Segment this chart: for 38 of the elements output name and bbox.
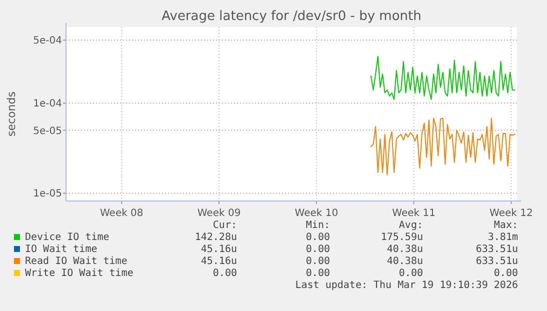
legend-label: Write IO Wait time (25, 268, 134, 279)
text: Cur: (212, 220, 237, 231)
text: Min: (306, 220, 330, 231)
text: 45.16u (200, 256, 237, 267)
x-tick-label: Week 10 (294, 208, 338, 219)
text: 142.28u (194, 232, 237, 243)
y-tick-label: 5e-05 (33, 126, 62, 137)
line-series (370, 118, 516, 176)
x-tick-label: Week 08 (100, 208, 144, 219)
text: 0.00 (494, 268, 518, 279)
legend-label: Device IO time (25, 232, 110, 243)
text: 40.38u (386, 244, 423, 255)
text: 0.00 (306, 244, 330, 255)
y-tick-label: 1e-05 (33, 188, 62, 200)
text: 3.81m (488, 232, 518, 243)
text: Max: (494, 220, 518, 231)
y-axis-title: seconds (5, 91, 18, 136)
x-tick-label: Week 11 (392, 208, 436, 219)
text: 40.38u (386, 256, 423, 267)
text: 0.00 (306, 256, 330, 267)
text: 175.59u (380, 232, 423, 243)
legend-label: IO Wait time (25, 244, 98, 255)
legend-label: Read IO Wait time (25, 256, 128, 267)
text: 633.51u (476, 256, 518, 267)
text: 45.16u (200, 244, 237, 255)
text: 0.00 (398, 268, 423, 279)
x-tick-label: Week 12 (490, 208, 533, 219)
text: Last update: Thu Mar 19 19:10:39 2026 (295, 280, 518, 291)
y-tick-label: 1e-04 (33, 98, 62, 110)
text: 633.51u (476, 244, 518, 255)
line-series (370, 56, 516, 100)
x-tick-label: Week 09 (197, 208, 241, 219)
y-tick-label: 5e-04 (33, 36, 62, 47)
text: 0.00 (306, 268, 330, 279)
chart-title: Average latency for /dev/sr0 - by month (162, 9, 422, 24)
text: 0.00 (306, 232, 330, 243)
text: 0.00 (212, 268, 237, 279)
text: Avg: (398, 220, 423, 231)
